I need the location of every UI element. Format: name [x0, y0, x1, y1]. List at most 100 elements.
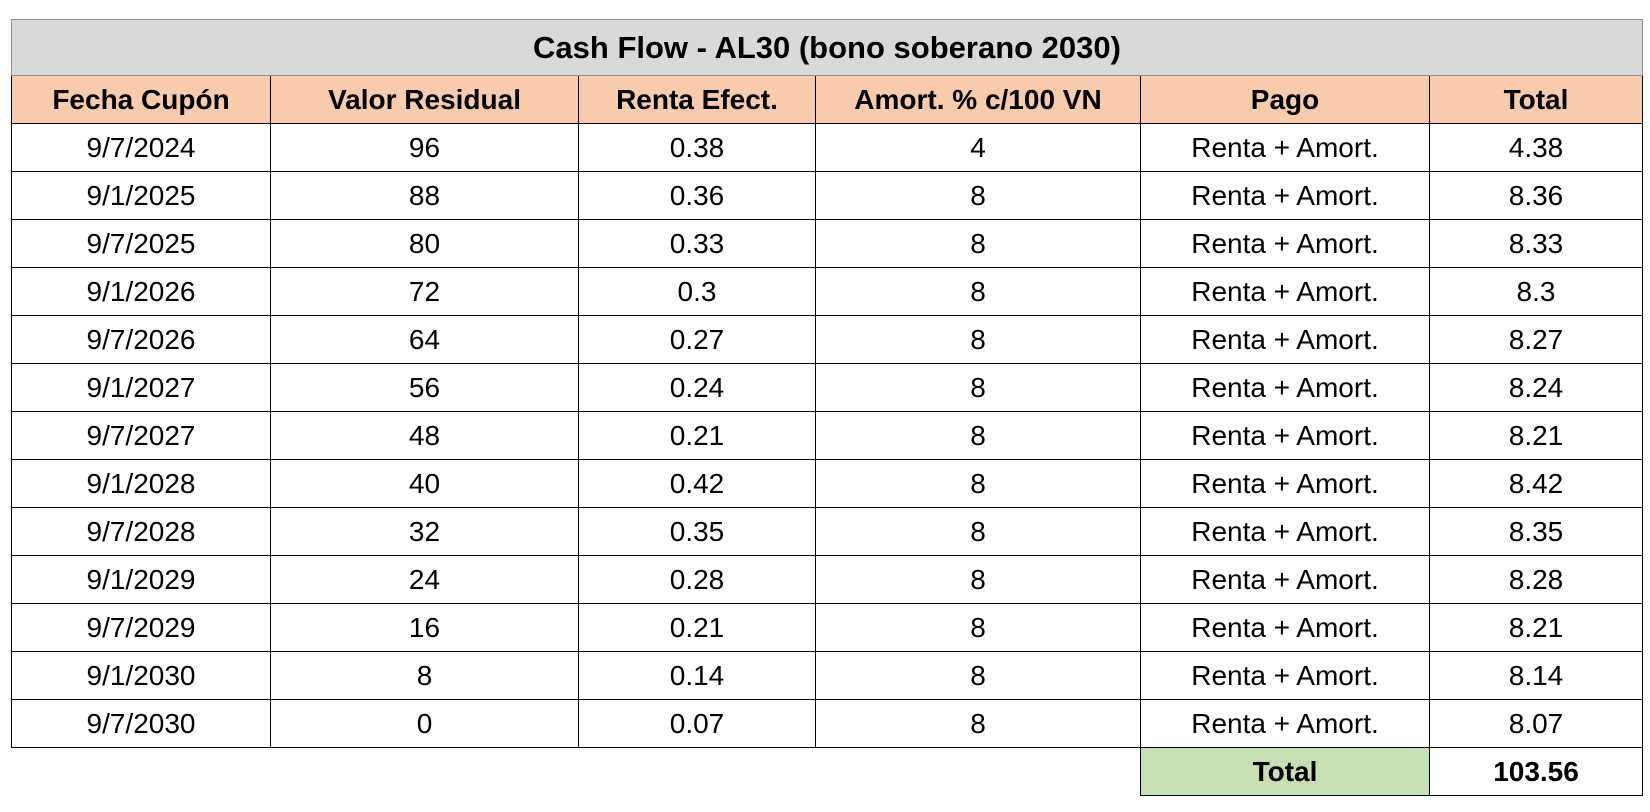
- cell: Renta + Amort.: [1140, 459, 1430, 508]
- cell: 0.3: [578, 267, 816, 316]
- cell: 8.21: [1428, 603, 1644, 652]
- cell: 8.07: [1428, 699, 1644, 748]
- cell: 48: [270, 411, 579, 460]
- cell: 8: [815, 315, 1141, 364]
- column-header: Valor Residual: [270, 75, 579, 124]
- blank-cell: [816, 748, 1141, 796]
- data-row: 9/7/2028 32 0.35 8 Renta + Amort. 8.35: [11, 507, 1644, 556]
- cash-flow-table: Cash Flow - AL30 (bono soberano 2030) Fe…: [10, 19, 1644, 796]
- cell: Renta + Amort.: [1140, 699, 1430, 748]
- data-row: 9/1/2029 24 0.28 8 Renta + Amort. 8.28: [11, 555, 1644, 604]
- cell: 56: [270, 363, 579, 412]
- data-row: 9/1/2030 8 0.14 8 Renta + Amort. 8.14: [11, 651, 1644, 700]
- cell: Renta + Amort.: [1140, 123, 1430, 172]
- cell: Renta + Amort.: [1140, 507, 1430, 556]
- cell: 9/1/2026: [11, 267, 271, 316]
- column-header: Fecha Cupón: [11, 75, 271, 124]
- total-row: Total 103.56: [12, 747, 1644, 796]
- cell: 9/7/2025: [11, 219, 271, 268]
- cell: 16: [270, 603, 579, 652]
- column-header: Renta Efect.: [578, 75, 816, 124]
- cell: 4: [815, 123, 1141, 172]
- cell: 0.21: [578, 603, 816, 652]
- cell: Renta + Amort.: [1140, 315, 1430, 364]
- table-body: Cash Flow - AL30 (bono soberano 2030) Fe…: [10, 19, 1644, 796]
- cell: 4.38: [1428, 123, 1644, 172]
- cell: Renta + Amort.: [1140, 171, 1430, 220]
- cell: 9/1/2030: [11, 651, 271, 700]
- cell: 88: [270, 171, 579, 220]
- cell: Renta + Amort.: [1140, 411, 1430, 460]
- data-row: 9/1/2026 72 0.3 8 Renta + Amort. 8.3: [11, 267, 1644, 316]
- blank-cell: [579, 748, 816, 796]
- data-row: 9/7/2027 48 0.21 8 Renta + Amort. 8.21: [11, 411, 1644, 460]
- cell: 24: [270, 555, 579, 604]
- cell: 8: [815, 363, 1141, 412]
- cell: 8.28: [1428, 555, 1644, 604]
- cell: 8.24: [1428, 363, 1644, 412]
- cell: 9/1/2025: [11, 171, 271, 220]
- cell: 0.21: [578, 411, 816, 460]
- cell: 8: [815, 651, 1141, 700]
- cell: 8.21: [1428, 411, 1644, 460]
- cell: 0.07: [578, 699, 816, 748]
- cell: 8.42: [1428, 459, 1644, 508]
- cell: 8.14: [1428, 651, 1644, 700]
- cell: 0.38: [578, 123, 816, 172]
- column-header: Pago: [1140, 75, 1430, 124]
- cell: 96: [270, 123, 579, 172]
- cell: 8: [270, 651, 579, 700]
- blank-cell: [12, 748, 271, 796]
- cell: 9/7/2027: [11, 411, 271, 460]
- cell: 40: [270, 459, 579, 508]
- cell: 0.28: [578, 555, 816, 604]
- data-row: 9/1/2027 56 0.24 8 Renta + Amort. 8.24: [11, 363, 1644, 412]
- total-value: 103.56: [1428, 747, 1644, 796]
- header-row: Fecha Cupón Valor Residual Renta Efect. Amo…: [11, 75, 1644, 124]
- cell: 0.35: [578, 507, 816, 556]
- blank-cell: [271, 748, 579, 796]
- cell: 32: [270, 507, 579, 556]
- cell: 9/7/2030: [11, 699, 271, 748]
- data-row: 9/1/2028 40 0.42 8 Renta + Amort. 8.42: [11, 459, 1644, 508]
- cell: 0: [270, 699, 579, 748]
- data-row: 9/7/2030 0 0.07 8 Renta + Amort. 8.07: [11, 699, 1644, 748]
- cell: 72: [270, 267, 579, 316]
- column-header: Amort. % c/100 VN: [815, 75, 1141, 124]
- cell: Renta + Amort.: [1140, 267, 1430, 316]
- cell: 9/7/2029: [11, 603, 271, 652]
- cell: Renta + Amort.: [1140, 219, 1430, 268]
- cell: 9/7/2026: [11, 315, 271, 364]
- cell: 0.27: [578, 315, 816, 364]
- cell: 8.36: [1428, 171, 1644, 220]
- cell: Renta + Amort.: [1140, 555, 1430, 604]
- cell: 8: [815, 171, 1141, 220]
- cell: 8: [815, 507, 1141, 556]
- table-title: Cash Flow - AL30 (bono soberano 2030): [10, 19, 1644, 76]
- cell: 8: [815, 219, 1141, 268]
- cell: 9/1/2027: [11, 363, 271, 412]
- cell: 0.42: [578, 459, 816, 508]
- cell: 8.33: [1428, 219, 1644, 268]
- cell: 0.36: [578, 171, 816, 220]
- cell: 80: [270, 219, 579, 268]
- cell: 8: [815, 603, 1141, 652]
- total-label: Total: [1140, 747, 1430, 796]
- cell: Renta + Amort.: [1140, 651, 1430, 700]
- data-row: 9/7/2024 96 0.38 4 Renta + Amort. 4.38: [11, 123, 1644, 172]
- cell: 8.27: [1428, 315, 1644, 364]
- cell: 0.14: [578, 651, 816, 700]
- cell: 9/1/2029: [11, 555, 271, 604]
- cell: 0.33: [578, 219, 816, 268]
- column-header: Total: [1428, 75, 1644, 124]
- cell: Renta + Amort.: [1140, 603, 1430, 652]
- data-row: 9/1/2025 88 0.36 8 Renta + Amort. 8.36: [11, 171, 1644, 220]
- data-row: 9/7/2026 64 0.27 8 Renta + Amort. 8.27: [11, 315, 1644, 364]
- cell: 8: [815, 459, 1141, 508]
- cell: 0.24: [578, 363, 816, 412]
- cell: 8: [815, 555, 1141, 604]
- data-row: 9/7/2029 16 0.21 8 Renta + Amort. 8.21: [11, 603, 1644, 652]
- cell: 64: [270, 315, 579, 364]
- cell: 8: [815, 411, 1141, 460]
